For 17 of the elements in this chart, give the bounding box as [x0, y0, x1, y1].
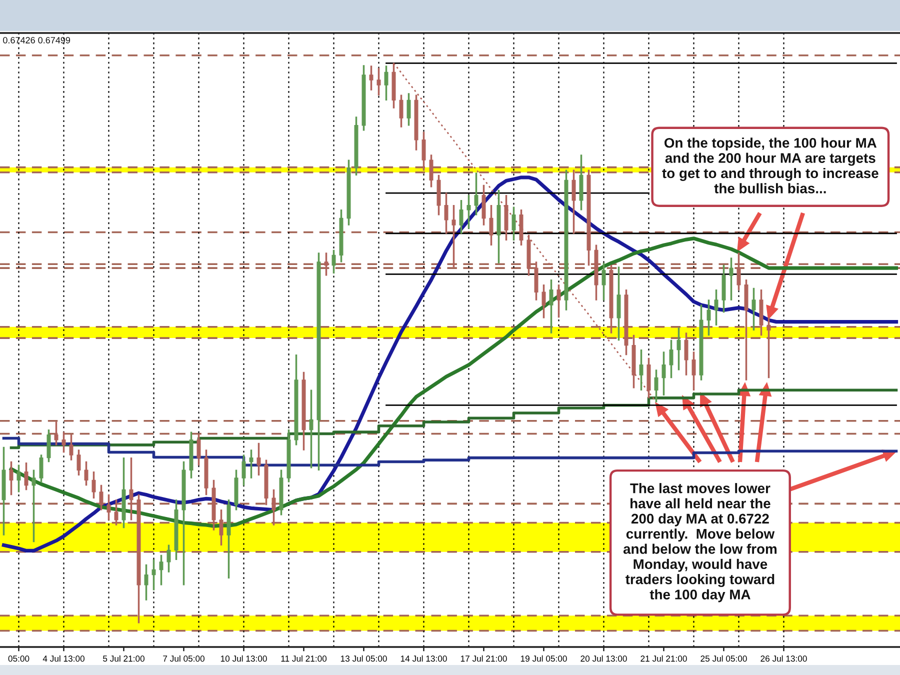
x-tick-label: 05:00: [8, 656, 30, 662]
text: 0.67426 0.67499: [3, 37, 70, 44]
x-tick-label: 19 Jul 05:00: [520, 655, 567, 662]
x-tick-label: 21 Jul 21:00: [640, 655, 687, 662]
x-tick-label: 20 Jul 13:00: [580, 655, 627, 662]
x-tick-label: 10 Jul 13:00: [220, 655, 267, 662]
x-tick-label: 14 Jul 13:00: [400, 655, 447, 662]
annotation: On the topside, the 100 hour MA and the 200 hour MA are targets to get to and through to increase the bullish bias...: [662, 138, 878, 194]
x-tick-label: 13 Jul 05:00: [340, 655, 387, 662]
x-tick-label: 11 Jul 21:00: [281, 655, 327, 662]
x-tick-label: 17 Jul 21:00: [460, 655, 507, 662]
x-tick-label: 25 Jul 05:00: [700, 655, 747, 662]
x-tick-label: 4 Jul 13:00: [42, 655, 84, 662]
x-tick-label: 5 Jul 21:00: [103, 655, 144, 662]
annotation: The last moves lower have all held near the 200 day MA at 0.6722 currently. Move below and below the low from Monday, would have traders looking toward the 100 day MA: [623, 483, 777, 602]
x-tick-label: 26 Jul 13:00: [760, 655, 807, 662]
x-tick-label: 7 Jul 05:00: [163, 655, 204, 662]
